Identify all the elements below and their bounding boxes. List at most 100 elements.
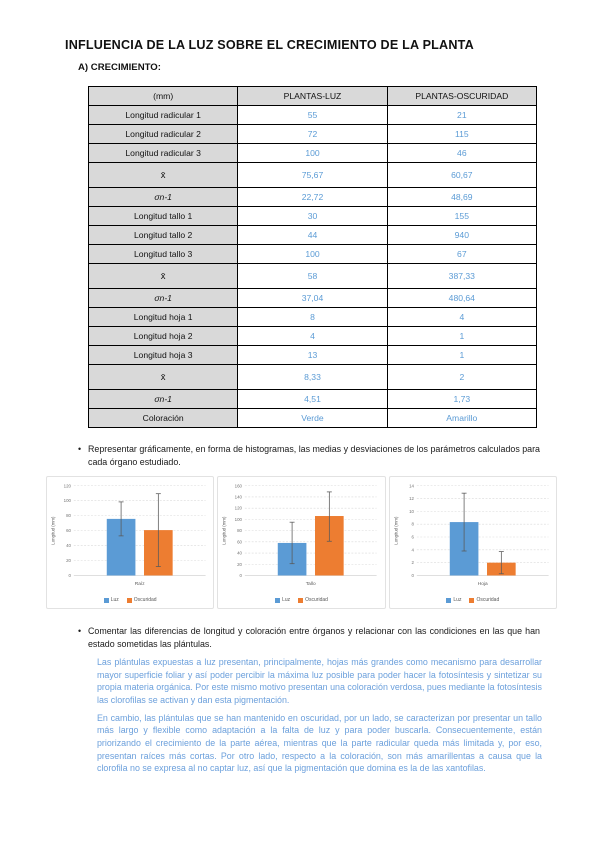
table-header: (mm) PLANTAS-LUZ PLANTAS-OSCURIDAD	[87, 86, 538, 106]
x-category-label: Hoja	[477, 581, 487, 587]
y-tick-label: 2	[411, 560, 414, 565]
error-bar-luz	[461, 493, 467, 552]
cell-oscuridad: 21	[386, 105, 538, 125]
cell-oscuridad: 4	[386, 307, 538, 327]
bullet-icon: •	[78, 625, 82, 636]
x-category-label: Raíz	[135, 581, 145, 587]
y-tick-label: 6	[411, 535, 414, 540]
cell-oscuridad: 2	[386, 364, 538, 390]
y-tick-label: 12	[409, 496, 414, 501]
error-bar-oscuridad	[155, 493, 161, 568]
cell-luz: 4	[237, 326, 388, 346]
cell-oscuridad: 1,73	[386, 389, 538, 409]
y-tick-label: 160	[235, 484, 243, 489]
bullet-text: Representar gráficamente, en forma de hi…	[88, 444, 540, 467]
table-row: Longitud radicular 3 100 46	[87, 143, 538, 163]
cell-oscuridad: 155	[386, 206, 538, 226]
legend-swatch-icon	[298, 597, 304, 603]
legend-label: Luz	[453, 597, 462, 604]
y-axis-label: Longitud (mm)	[51, 516, 56, 545]
y-tick-label: 120	[235, 506, 243, 511]
y-tick-label: 8	[411, 522, 414, 527]
bullet-comment-differences: • Comentar las diferencias de longitud y…	[78, 625, 540, 650]
header-plantas-oscuridad: PLANTAS-OSCURIDAD	[386, 86, 538, 106]
y-tick-label: 14	[409, 484, 414, 489]
row-label: Longitud tallo 1	[87, 206, 239, 226]
cell-oscuridad: 480,64	[386, 288, 538, 308]
cell-oscuridad: 60,67	[386, 162, 538, 188]
cell-oscuridad: 115	[386, 124, 538, 144]
legend-label: Luz	[282, 597, 291, 604]
legend-item-luz: Luz	[275, 597, 290, 603]
cell-luz: 8	[237, 307, 388, 327]
table-row: σn-1 4,51 1,73	[87, 389, 538, 409]
table-row: x̄ 58 387,33	[87, 263, 538, 289]
x-category-label: Tallo	[306, 581, 316, 587]
chart-legend: Luz Oscuridad	[49, 595, 211, 606]
cell-oscuridad: 46	[386, 143, 538, 163]
y-tick-label: 4	[411, 548, 414, 553]
chart-tallo: 0 20 40 60 80 100 120 140 160 Longitud (mm) Tallo L…	[217, 476, 386, 609]
cell-luz: 58	[237, 263, 388, 289]
legend-item-luz: Luz	[103, 597, 119, 604]
chart-hoja: 0 2 4 6 8 10 12 14 Longitud (mm) Hoja Luz Oscuridad	[388, 476, 557, 609]
row-label: Longitud radicular 3	[87, 143, 239, 163]
charts-row: 0 20 40 60 80 100 120 Longitud (mm) Raíz Luz Oscur…	[46, 476, 557, 609]
legend-swatch-icon	[103, 597, 109, 603]
answer-paragraph-light: Las plántulas expuestas a luz presentan,…	[97, 657, 542, 706]
y-tick-label: 140	[235, 495, 243, 500]
y-tick-label: 60	[237, 540, 242, 545]
row-label: σn-1	[87, 187, 239, 207]
row-label: x̄	[87, 364, 239, 390]
row-label: Longitud hoja 3	[87, 345, 239, 365]
y-tick-label: 0	[69, 573, 72, 578]
table-row: Coloración Verde Amarillo	[87, 408, 538, 428]
bullet-icon: •	[78, 444, 82, 454]
cell-luz: 100	[237, 143, 388, 163]
table-row: Longitud tallo 1 30 155	[87, 206, 538, 226]
row-label: σn-1	[87, 389, 239, 409]
legend-item-oscuridad: Oscuridad	[469, 597, 499, 603]
cell-luz: 37,04	[237, 288, 388, 308]
chart-svg: 0 20 40 60 80 100 120 Longitud (mm) Raíz	[51, 484, 206, 587]
y-tick-label: 60	[66, 528, 71, 533]
row-label: Longitud hoja 1	[87, 307, 239, 327]
chart-svg: 0 20 40 60 80 100 120 140 160 Longitud (mm) Tallo	[222, 484, 377, 587]
table-row: Longitud radicular 2 72 115	[87, 124, 538, 144]
row-label: Longitud radicular 1	[87, 105, 239, 125]
measurements-table: (mm) PLANTAS-LUZ PLANTAS-OSCURIDAD Longi…	[87, 86, 538, 428]
chart-legend: Luz Oscuridad	[392, 595, 554, 606]
y-tick-label: 80	[237, 528, 242, 533]
legend-item-oscuridad: Oscuridad	[126, 597, 157, 603]
legend-label: Oscuridad	[305, 597, 328, 604]
error-bar-luz	[118, 501, 124, 537]
row-label: Longitud radicular 2	[87, 124, 239, 144]
y-tick-label: 0	[411, 573, 414, 578]
header-unit: (mm)	[87, 86, 239, 106]
y-tick-label: 120	[64, 484, 72, 489]
y-tick-label: 20	[66, 558, 71, 563]
legend-swatch-icon	[469, 597, 475, 603]
y-tick-label: 80	[66, 513, 71, 518]
cell-luz: 13	[237, 345, 388, 365]
row-label: Longitud hoja 2	[87, 326, 239, 346]
cell-luz: 30	[237, 206, 388, 226]
table-row: Longitud radicular 1 55 21	[87, 105, 538, 125]
cell-oscuridad: 387,33	[386, 263, 538, 289]
table-header-row: (mm) PLANTAS-LUZ PLANTAS-OSCURIDAD	[87, 86, 538, 106]
y-tick-label: 0	[240, 573, 243, 578]
cell-luz: 100	[237, 244, 388, 264]
bullet-text: Comentar las diferencias de longitud y c…	[88, 625, 540, 649]
row-label: x̄	[87, 263, 239, 289]
error-bar-luz	[289, 522, 295, 565]
section-heading: A) CRECIMIENTO:	[78, 62, 161, 73]
cell-luz: 75,67	[237, 162, 388, 188]
cell-oscuridad: 1	[386, 345, 538, 365]
y-axis-label: Longitud (mm)	[222, 516, 227, 545]
legend-label: Luz	[110, 597, 119, 604]
chart-raiz: 0 20 40 60 80 100 120 Longitud (mm) Raíz Luz Oscur…	[46, 476, 215, 609]
chart-legend: Luz Oscuridad	[220, 595, 382, 606]
cell-oscuridad: Amarillo	[386, 408, 538, 428]
